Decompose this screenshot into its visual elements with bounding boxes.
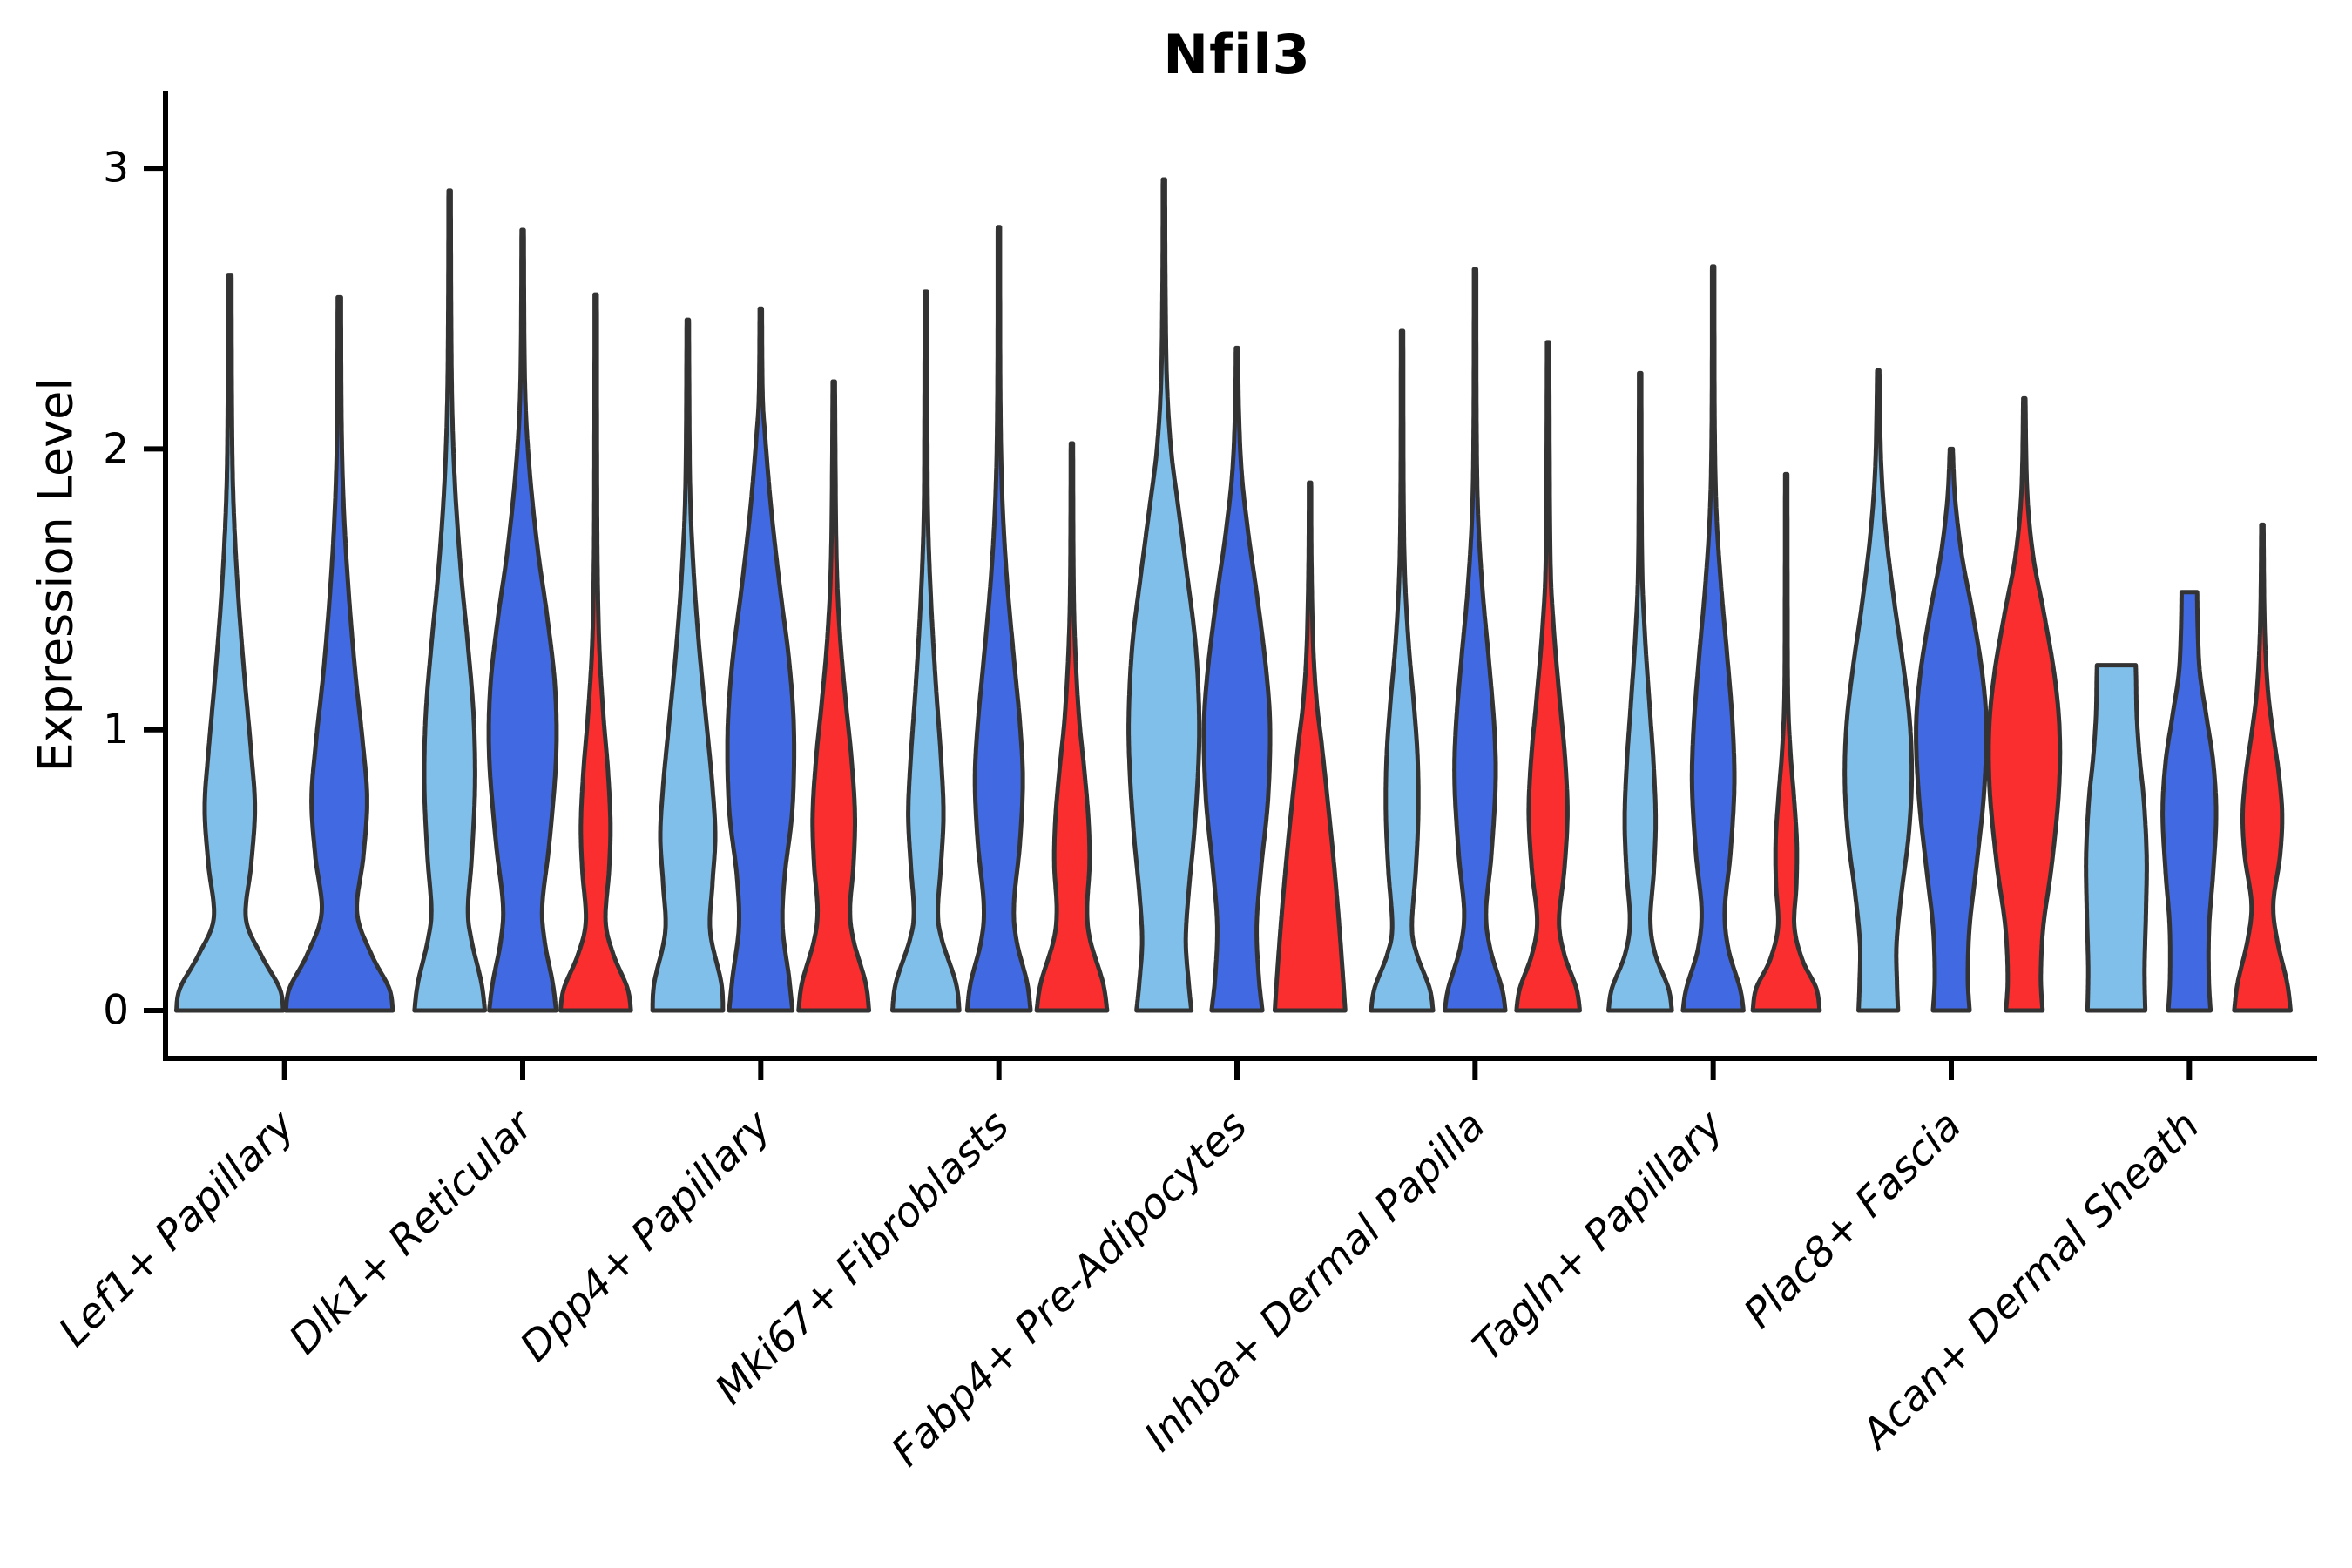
violin-royal-blue <box>1201 345 1273 1013</box>
violin-light-blue <box>2084 663 2149 1013</box>
violin-royal-blue <box>1914 446 1989 1013</box>
violin-light-blue <box>1126 177 1202 1013</box>
violin-red <box>1034 441 1110 1013</box>
violin-red <box>558 292 633 1013</box>
x-tick-label: Dlk1+ Reticular <box>280 1100 544 1364</box>
violin-light-blue <box>890 289 962 1013</box>
x-tick-label: Plac8+ Fascia <box>1734 1102 1970 1338</box>
violin-royal-blue <box>1680 264 1746 1013</box>
violin-royal-blue <box>2160 590 2219 1013</box>
violin-royal-blue <box>725 306 797 1013</box>
x-tick-label: Lef1+ Papillary <box>50 1101 305 1356</box>
y-tick-label: 0 <box>103 987 129 1035</box>
y-tick-label: 1 <box>103 706 129 754</box>
violin-red <box>1514 340 1582 1013</box>
violin-light-blue <box>1369 328 1436 1013</box>
violin-royal-blue <box>283 294 395 1013</box>
x-tick-label: Dpp4+ Papillary <box>511 1101 781 1371</box>
violin-red <box>2232 522 2293 1013</box>
violin-royal-blue <box>486 227 559 1013</box>
plot-title: Nfil3 <box>1163 23 1311 86</box>
y-tick-label: 2 <box>103 425 129 473</box>
violin-light-blue <box>412 188 488 1013</box>
violin-royal-blue <box>964 225 1033 1013</box>
violin-red <box>1750 471 1822 1013</box>
violin-royal-blue <box>1443 267 1508 1013</box>
violin-light-blue <box>1842 368 1915 1013</box>
violin-light-blue <box>650 317 726 1013</box>
violin-red <box>1272 480 1348 1013</box>
violin-light-blue <box>173 273 286 1013</box>
y-tick-label: 3 <box>103 145 129 193</box>
violin-light-blue <box>1606 370 1674 1013</box>
x-tick-label: Tagln+ Papillary <box>1463 1101 1734 1371</box>
violin-red <box>1986 395 2063 1013</box>
violin-red <box>796 379 872 1013</box>
